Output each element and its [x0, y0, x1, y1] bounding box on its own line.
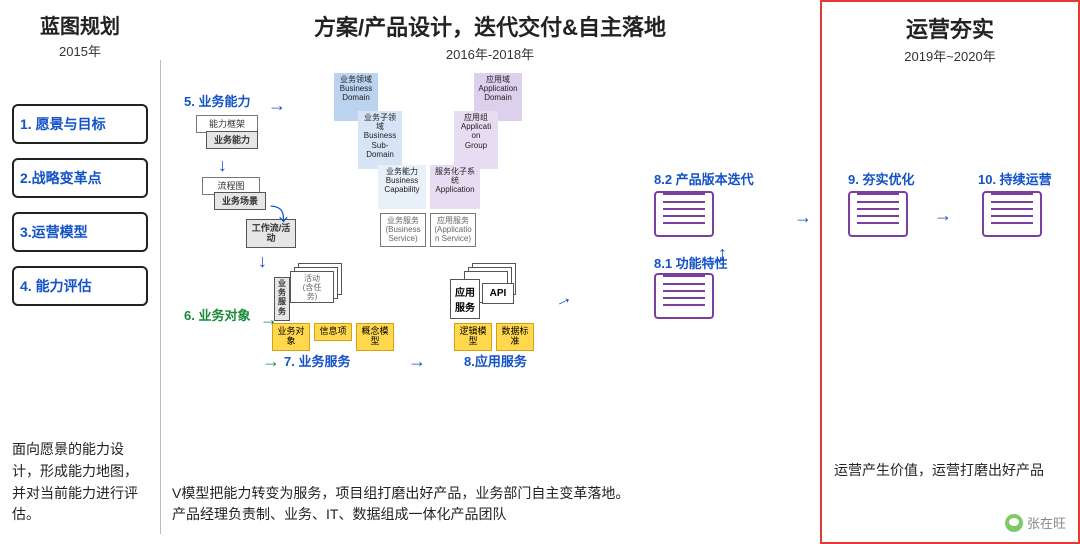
ybox-info: 信息项 [314, 323, 352, 341]
column-blueprint: 蓝图规划 2015年 1. 愿景与目标 2.战略变革点 3.运营模型 4. 能力… [0, 0, 160, 544]
sub-c2: 2016年-2018年 [168, 44, 812, 63]
credit: 张在旺 [1005, 513, 1066, 532]
label-step10: 10. 持续运营 [978, 169, 1052, 188]
header-c2: 方案/产品设计，迭代交付&自主落地 2016年-2018年 [160, 0, 820, 67]
box-scene: 业务场景 [214, 192, 266, 210]
desc-c3: 运营产生价值，运营打磨出好产品 [834, 460, 1066, 482]
column-design: 方案/产品设计，迭代交付&自主落地 2016年-2018年 业务领域 Busin… [160, 0, 820, 544]
step-3: 3.运营模型 [12, 212, 148, 252]
title-c1: 蓝图规划 [8, 10, 152, 39]
v-app-group: 应用组 Applicati on Group [454, 111, 498, 169]
doc-82 [654, 191, 714, 237]
sub-c1: 2015年 [8, 41, 152, 60]
doc-10 [982, 191, 1042, 237]
ybox-data: 数据标 准 [496, 323, 534, 351]
v-biz-sub: 业务子领 域 Business Sub- Domain [358, 111, 402, 169]
sub-c3: 2019年~2020年 [830, 46, 1070, 65]
step-1: 1. 愿景与目标 [12, 104, 148, 144]
column-operate: 运营夯实 2019年~2020年 9. 夯实优化 10. 持续运营 → 运营产生… [820, 0, 1080, 544]
v-left-svc: 业务服务 (Business Service) [380, 213, 426, 247]
label-step7: 7. 业务服务 [284, 351, 350, 370]
header-c3: 运营夯实 2019年~2020年 [822, 2, 1078, 69]
step-2: 2.战略变革点 [12, 158, 148, 198]
label-step8: 8.应用服务 [464, 351, 527, 370]
wechat-icon [1005, 514, 1023, 532]
step-4: 4. 能力评估 [12, 266, 148, 306]
label-step82: 8.2 产品版本迭代 [654, 169, 754, 188]
doc-81 [654, 273, 714, 319]
desc-c2: V模型把能力转变为服务，项目组打磨出好产品，业务部门自主变革落地。 产品经理负责… [172, 483, 808, 526]
c3-diagram: 9. 夯实优化 10. 持续运营 → [822, 109, 1078, 369]
ybox-concept: 概念模 型 [356, 323, 394, 351]
v-app-svc: 服务化子系 统 Application [430, 165, 480, 209]
label-step6: 6. 业务对象 [184, 305, 250, 324]
box-api: API [482, 283, 514, 304]
header-c1: 蓝图规划 2015年 [0, 0, 160, 64]
box-app-svc: 应用 服务 [450, 279, 480, 319]
desc-c1: 面向愿景的能力设计，形成能力地图，并对当前能力进行评估。 [12, 439, 148, 526]
ybox-logic: 逻辑模 型 [454, 323, 492, 351]
label-step5: 5. 业务能力 [184, 91, 250, 110]
label-step81: 8.1 功能特性 [654, 253, 728, 272]
v-right-svc: 应用服务 (Applicatio n Service) [430, 213, 476, 247]
title-c3: 运营夯实 [830, 12, 1070, 44]
title-c2: 方案/产品设计，迭代交付&自主落地 [168, 10, 812, 42]
box-biz-cap: 业务能力 [206, 131, 258, 149]
doc-9 [848, 191, 908, 237]
label-step9: 9. 夯实优化 [848, 169, 914, 188]
v-model-diagram: 业务领域 Business Domain 业务子领 域 Business Sub… [174, 73, 806, 373]
v-biz-cap: 业务能力 Business Capability [378, 165, 426, 209]
